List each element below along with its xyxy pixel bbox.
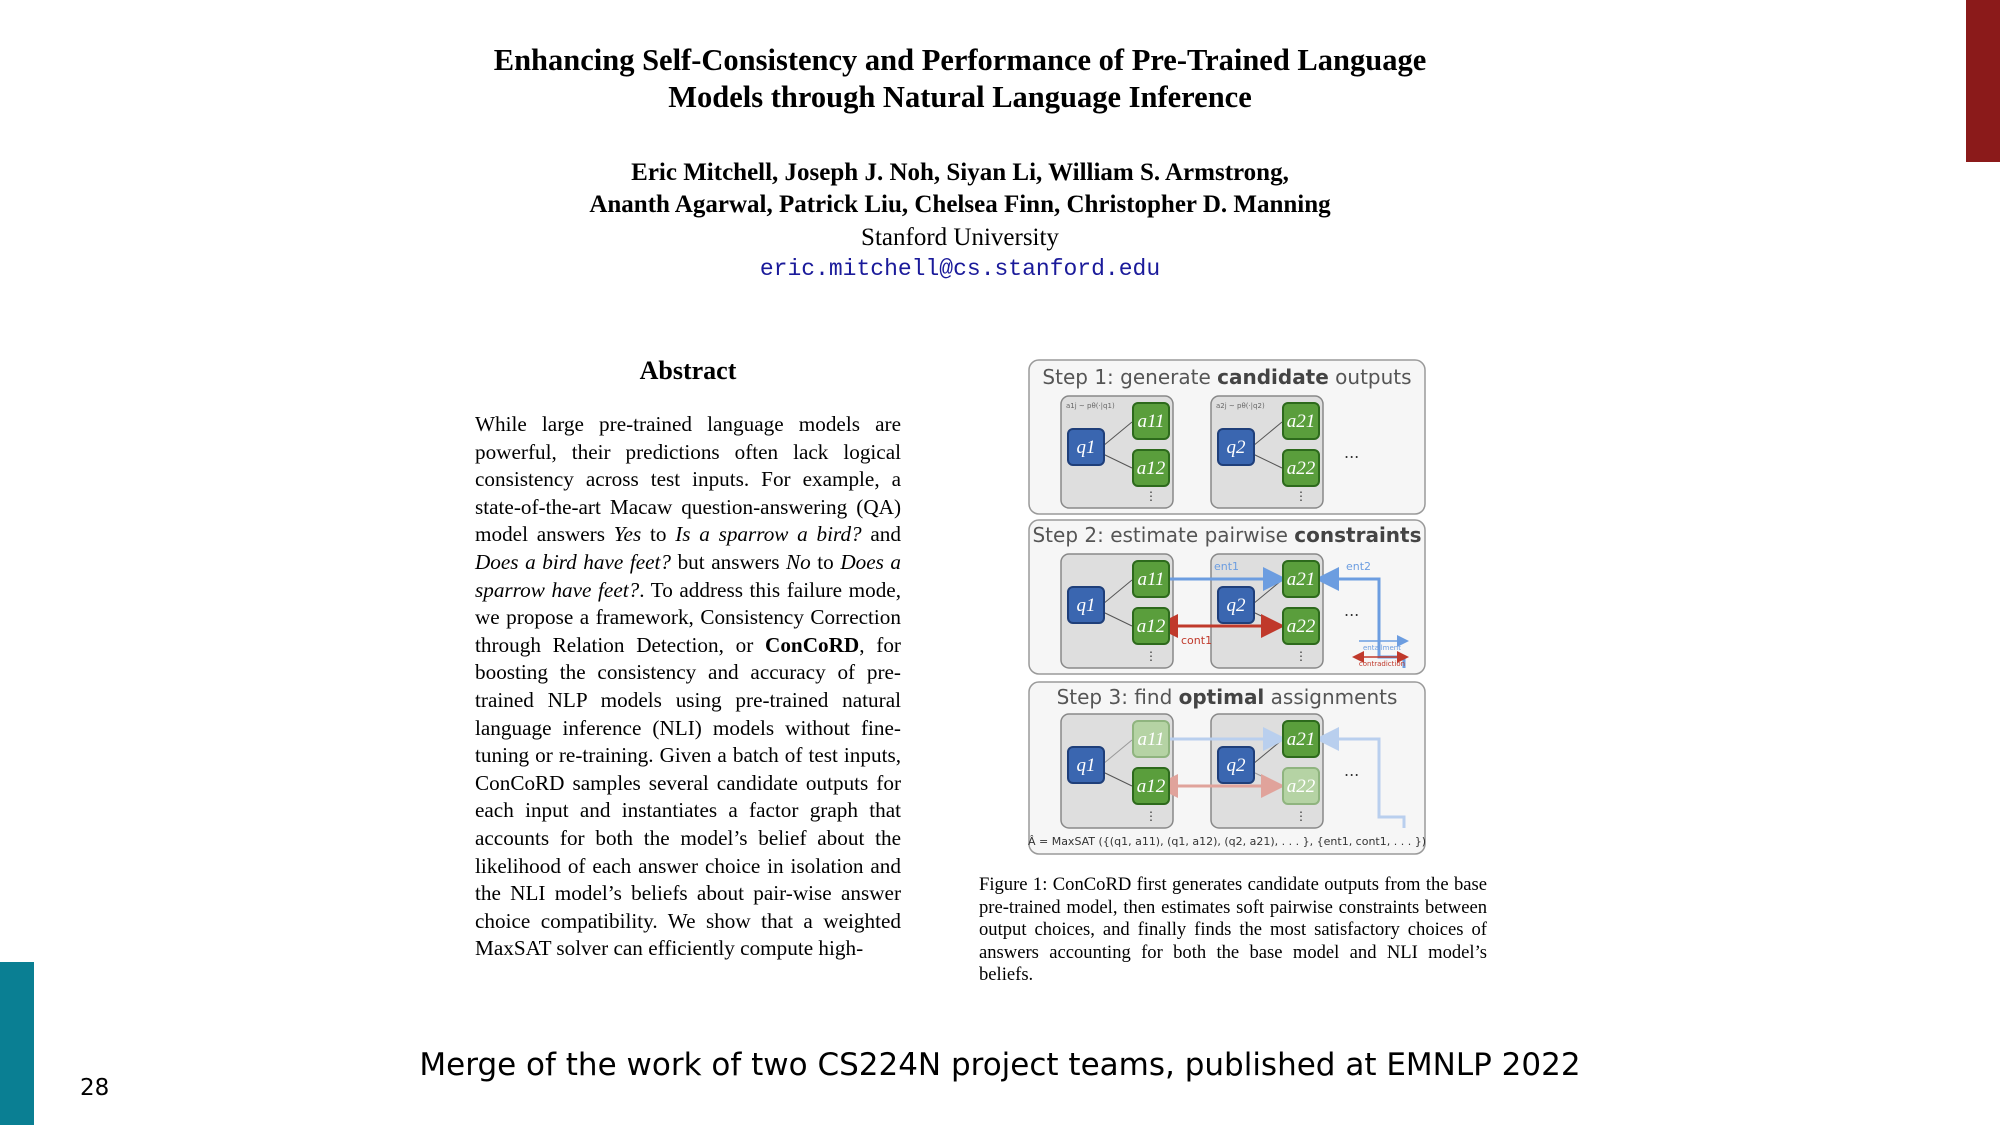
- answer-box: [1282, 449, 1320, 487]
- step-2-title: Step 2: estimate pairwise constraints: [1032, 523, 1421, 547]
- svg-text:...: ...: [1344, 601, 1359, 620]
- svg-text:a12: a12: [1137, 616, 1166, 637]
- svg-text:a12: a12: [1137, 458, 1166, 479]
- answer-box-rejected: [1132, 720, 1170, 758]
- svg-text:a11: a11: [1137, 729, 1164, 750]
- more-groups: ...: [1344, 443, 1359, 462]
- answer-box: [1282, 402, 1320, 440]
- legend-entailment: entailment: [1363, 644, 1401, 652]
- abstract-heading: Abstract: [639, 356, 737, 385]
- accent-bar-top: [1966, 0, 2000, 162]
- svg-text:⋮: ⋮: [1295, 649, 1307, 663]
- author-list: Eric Mitchell, Joseph J. Noh, Siyan Li, …: [400, 157, 1520, 221]
- svg-text:a21: a21: [1287, 411, 1316, 432]
- paper-title: Enhancing Self-Consistency and Performan…: [400, 42, 1520, 116]
- question-box: [1217, 428, 1255, 466]
- svg-text:a22: a22: [1287, 458, 1316, 479]
- answer-box-rejected: [1282, 767, 1320, 805]
- sample-label-1: a1j ~ pθ(·|q1): [1066, 402, 1115, 410]
- svg-text:a12: a12: [1137, 776, 1166, 797]
- svg-text:q2: q2: [1227, 437, 1247, 458]
- authors-line-1: Eric Mitchell, Joseph J. Noh, Siyan Li, …: [631, 159, 1289, 186]
- svg-text:q1: q1: [1077, 755, 1096, 776]
- svg-text:q2: q2: [1227, 595, 1247, 616]
- svg-text:q1: q1: [1077, 437, 1096, 458]
- sample-label-2: a2j ~ pθ(·|q2): [1216, 402, 1265, 410]
- page-number: 28: [80, 1075, 110, 1101]
- step-3-panel: Step 3: find optimal assignments q1 a11 …: [1028, 681, 1426, 855]
- ent2-label: ent2: [1346, 560, 1371, 573]
- svg-text:q2: q2: [1227, 755, 1247, 776]
- slide-footer: Merge of the work of two CS224N project …: [419, 1047, 1581, 1083]
- svg-text:⋮: ⋮: [1295, 489, 1307, 503]
- answer-box-selected: [1132, 767, 1170, 805]
- svg-text:⋮: ⋮: [1145, 649, 1157, 663]
- affiliation: Stanford University: [861, 224, 1059, 251]
- title-line-2: Models through Natural Language Inferenc…: [668, 80, 1252, 114]
- figure-caption: Figure 1: ConCoRD first generates candid…: [979, 874, 1487, 985]
- step-1-panel: Step 1: generate candidate outputs a1j ~…: [1028, 359, 1426, 515]
- svg-text:a22: a22: [1287, 616, 1316, 637]
- svg-text:⋮: ⋮: [1295, 809, 1307, 823]
- abstract-body: While large pre-trained language models …: [475, 412, 901, 961]
- answer-box: [1132, 449, 1170, 487]
- legend-contradiction: contradiction: [1359, 660, 1405, 668]
- svg-text:q1: q1: [1077, 595, 1096, 616]
- svg-text:a11: a11: [1137, 411, 1164, 432]
- ent1-label: ent1: [1214, 560, 1239, 573]
- concord-figure: Step 1: generate candidate outputs a1j ~…: [1026, 358, 1428, 858]
- answer-box-selected: [1282, 720, 1320, 758]
- question-box: [1067, 428, 1105, 466]
- authors-line-2: Ananth Agarwal, Patrick Liu, Chelsea Fin…: [589, 191, 1331, 218]
- answer-box: [1132, 402, 1170, 440]
- author-email: eric.mitchell@cs.stanford.edu: [759, 256, 1161, 282]
- svg-text:⋮: ⋮: [1145, 489, 1157, 503]
- accent-bar-bottom: [0, 962, 34, 1125]
- step-3-title: Step 3: find optimal assignments: [1057, 685, 1398, 709]
- svg-text:a21: a21: [1287, 569, 1316, 590]
- step-1-title: Step 1: generate candidate outputs: [1042, 365, 1411, 389]
- svg-text:a11: a11: [1137, 569, 1164, 590]
- svg-text:a22: a22: [1287, 776, 1316, 797]
- svg-text:...: ...: [1344, 761, 1359, 780]
- svg-text:a21: a21: [1287, 729, 1316, 750]
- svg-text:⋮: ⋮: [1145, 809, 1157, 823]
- step-2-panel: Step 2: estimate pairwise constraints en…: [1028, 519, 1426, 675]
- maxsat-formula: Â = MaxSAT ({(q1, a11), (q1, a12), (q2, …: [1028, 835, 1426, 848]
- title-line-1: Enhancing Self-Consistency and Performan…: [493, 43, 1427, 77]
- cont1-label: cont1: [1181, 634, 1212, 647]
